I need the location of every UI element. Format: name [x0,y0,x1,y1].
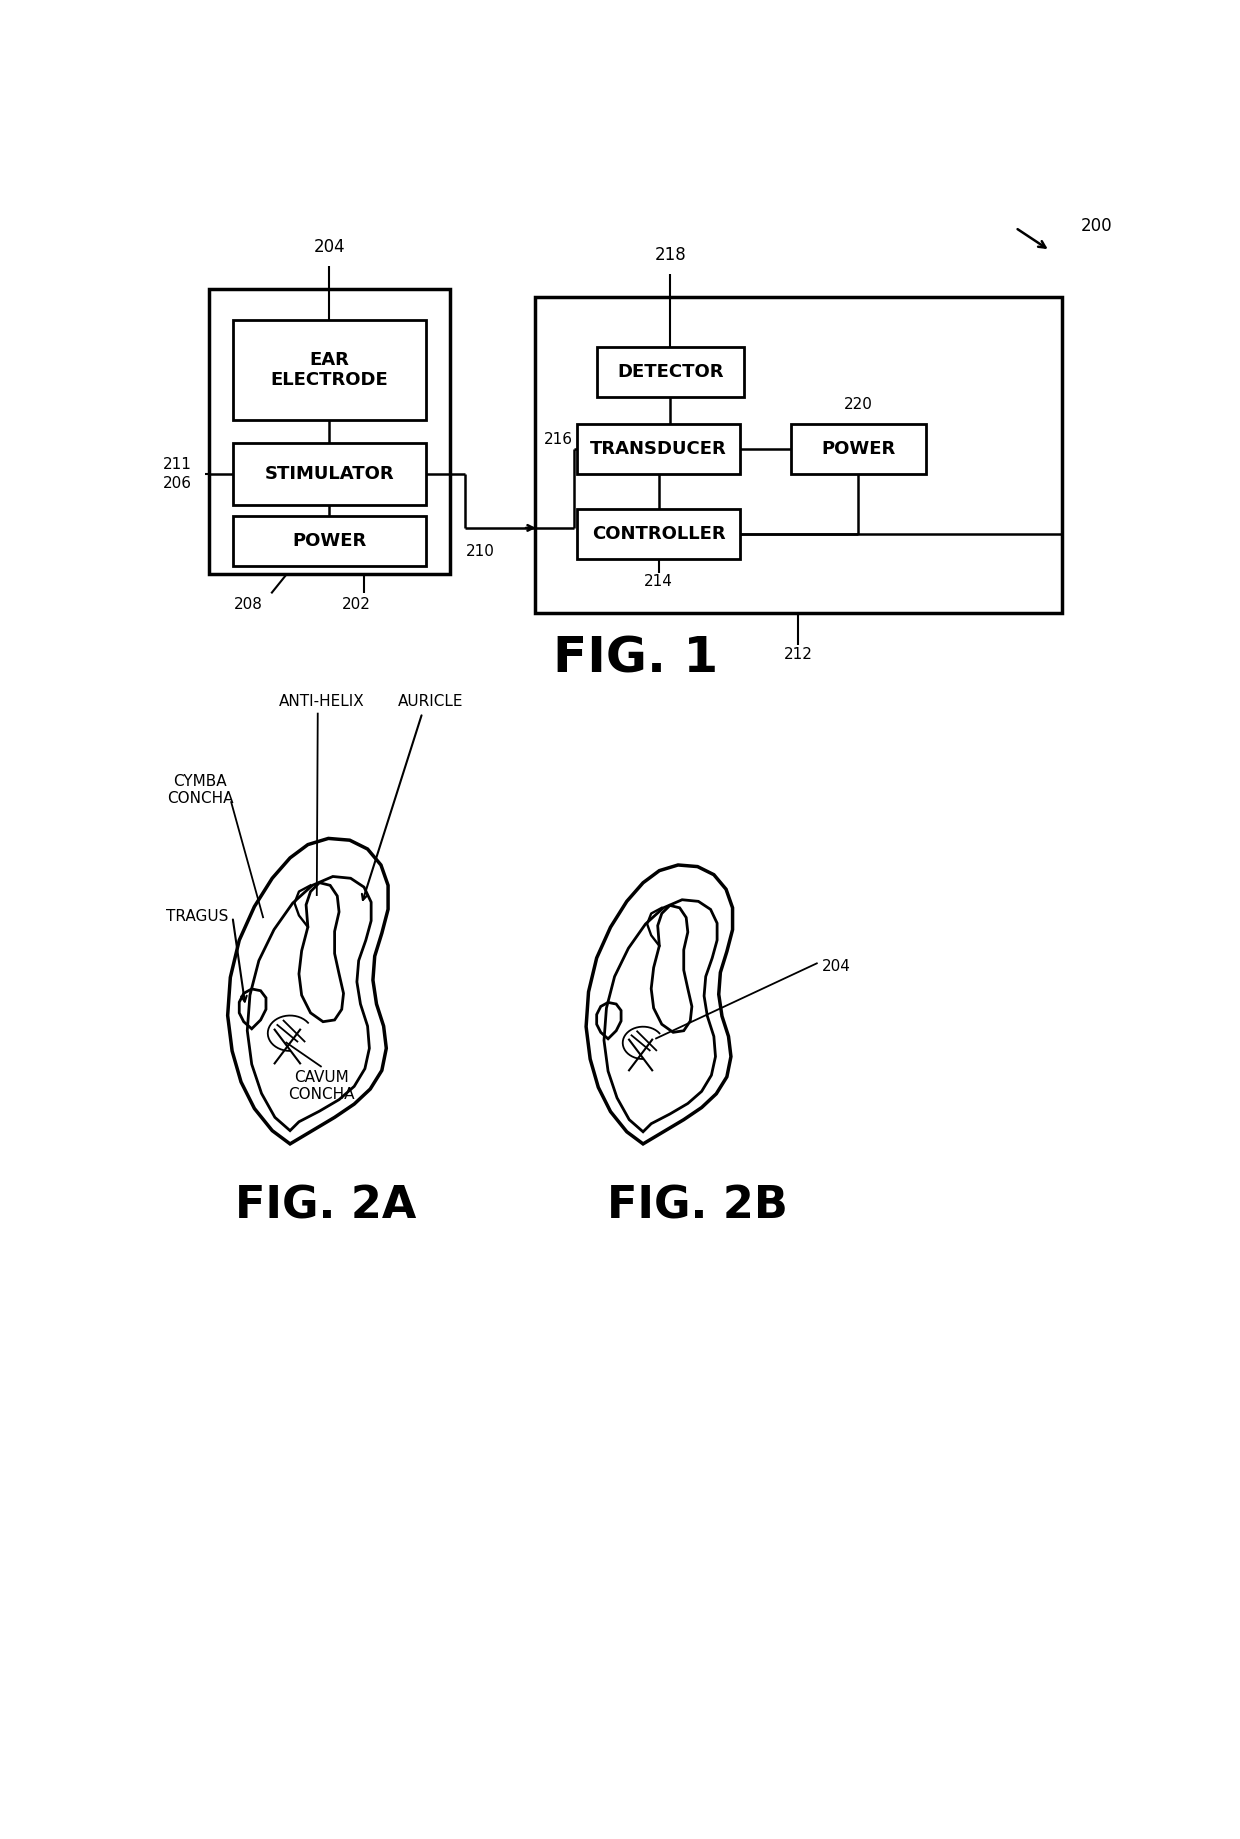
Bar [210,289,449,574]
Text: 202: 202 [342,598,371,612]
Text: 216: 216 [543,432,573,447]
Text: AURICLE: AURICLE [397,693,463,708]
Bar [534,296,1061,612]
Bar [578,509,740,559]
Text: POWER: POWER [293,531,367,550]
Text: STIMULATOR: STIMULATOR [264,465,394,484]
Text: CAVUM
CONCHA: CAVUM CONCHA [289,1070,355,1102]
Text: 212: 212 [784,647,812,662]
Text: 218: 218 [655,246,686,263]
Text: FIG. 2B: FIG. 2B [608,1184,787,1227]
Bar [578,425,740,474]
Text: 206: 206 [164,476,192,491]
Bar [233,517,427,566]
Text: 204: 204 [314,237,345,256]
Bar [233,443,427,506]
Text: 220: 220 [844,397,873,412]
Text: CYMBA
CONCHA: CYMBA CONCHA [166,774,233,805]
Text: CONTROLLER: CONTROLLER [591,524,725,543]
Bar [233,320,427,419]
Text: POWER: POWER [821,440,895,458]
Text: 211: 211 [164,458,192,473]
Text: 208: 208 [233,598,263,612]
Text: TRAGUS: TRAGUS [166,908,229,925]
Bar [791,425,926,474]
Bar [596,348,744,397]
Text: 200: 200 [1081,217,1112,235]
Text: TRANSDUCER: TRANSDUCER [590,440,727,458]
Text: ANTI-HELIX: ANTI-HELIX [279,693,365,708]
Text: 204: 204 [821,960,851,975]
Text: 210: 210 [466,544,495,559]
Text: EAR
ELECTRODE: EAR ELECTRODE [270,351,388,390]
Text: DETECTOR: DETECTOR [618,362,724,381]
Text: FIG. 2A: FIG. 2A [234,1184,417,1227]
Text: 214: 214 [645,574,673,588]
Text: FIG. 1: FIG. 1 [553,634,718,682]
